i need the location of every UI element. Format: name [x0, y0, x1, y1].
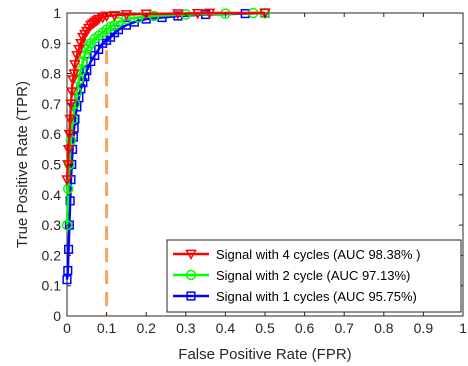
y-tick-label: 0.9 [42, 35, 62, 51]
legend-box [166, 239, 462, 313]
y-tick-label: 0.6 [42, 126, 62, 142]
legend-item: Signal with 2 cycle (AUC 97.13%) [173, 268, 410, 283]
data-point [72, 102, 82, 112]
data-point [120, 10, 133, 21]
data-point [108, 11, 121, 22]
legend-swatch-marker [186, 291, 196, 301]
y-tick-label: 0.7 [42, 96, 62, 112]
data-point [62, 183, 74, 194]
legend-swatch-marker [185, 249, 197, 261]
y-tick-label: 0.3 [42, 217, 62, 233]
x-tick-label: 0.9 [414, 320, 434, 336]
plot-area [61, 7, 464, 317]
data-point [140, 9, 152, 20]
data-point [69, 60, 81, 71]
legend-label: Signal with 4 cycles (AUC 98.38% ) [216, 247, 420, 262]
x-tick-label: 0.8 [374, 320, 394, 336]
data-point [61, 175, 73, 186]
data-point [191, 8, 204, 20]
x-tick-label: 0.1 [97, 320, 117, 336]
data-point [61, 219, 73, 231]
x-tick-label: 0.6 [295, 320, 315, 336]
y-tick-label: 0.2 [42, 247, 62, 263]
x-tick-label: 0.2 [136, 320, 156, 336]
legend-item: Signal with 1 cycles (AUC 95.75%) [173, 289, 417, 304]
data-point [65, 196, 75, 206]
data-point [203, 8, 216, 20]
y-tick-label: 1 [53, 5, 61, 21]
x-tick-label: 0.3 [176, 320, 196, 336]
data-point [62, 275, 72, 285]
axis-ticks: 0 0.1 0.2 0.3 0.4 0.5 0.6 0.7 0.8 0.9 1 0 0.1 0.2 0.3 0… [42, 5, 468, 336]
legend-label: Signal with 1 cycles (AUC 95.75%) [216, 289, 417, 304]
y-tick-label: 0.8 [42, 66, 62, 82]
x-axis-title: False Positive Rate (FPR) [178, 346, 351, 363]
data-point [62, 145, 75, 156]
data-point [68, 69, 80, 80]
y-tick-label: 0 [53, 308, 61, 324]
x-tick-label: 0 [63, 320, 71, 336]
data-point [172, 9, 184, 20]
data-point [90, 16, 103, 27]
x-tick-label: 1 [459, 320, 467, 336]
data-point [86, 19, 99, 30]
x-tick-label: 0.7 [334, 320, 354, 336]
data-point [83, 41, 95, 52]
data-point [148, 10, 160, 22]
y-tick-label: 0.4 [42, 187, 62, 203]
data-point [65, 87, 78, 98]
legend: Signal with 4 cycles (AUC 98.38% ) Signal… [166, 239, 462, 313]
data-point [63, 265, 73, 276]
data-point [64, 244, 74, 254]
data-point [100, 11, 113, 23]
legend-label: Signal with 2 cycle (AUC 97.13%) [216, 268, 410, 283]
data-point [259, 8, 271, 20]
x-tick-label: 0.5 [255, 320, 275, 336]
data-point [64, 114, 76, 126]
data-point [84, 20, 97, 32]
data-point [88, 17, 101, 29]
legend-item: Signal with 4 cycles (AUC 98.38% ) [173, 247, 420, 262]
legend-swatch-marker [185, 269, 197, 281]
y-tick-label: 0.1 [42, 278, 62, 294]
y-tick-label: 0.5 [42, 157, 62, 173]
y-axis-title: True Positive Rate (TPR) [14, 81, 31, 248]
data-point [82, 65, 92, 76]
x-tick-label: 0.4 [216, 320, 236, 336]
data-point [79, 50, 91, 61]
